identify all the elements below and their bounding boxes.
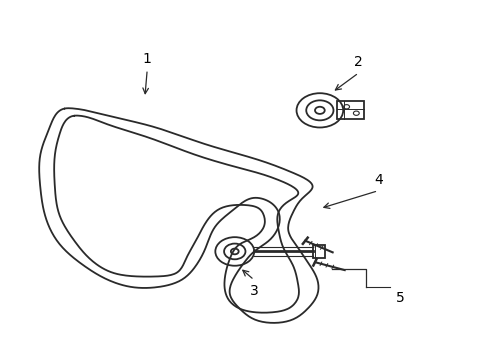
Text: 1: 1 <box>142 51 151 66</box>
Text: 4: 4 <box>373 173 382 187</box>
Text: 5: 5 <box>395 291 404 305</box>
Text: 3: 3 <box>249 284 258 298</box>
Text: 2: 2 <box>354 55 363 69</box>
